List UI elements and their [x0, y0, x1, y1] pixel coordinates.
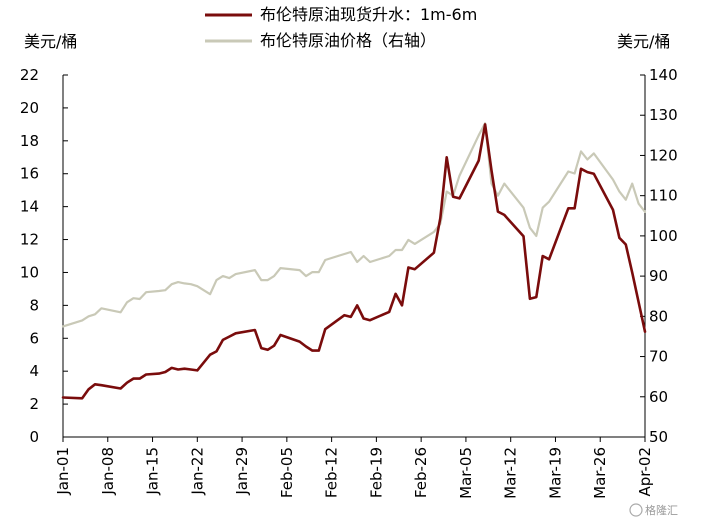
left-tick-label: 2 [29, 395, 39, 413]
right-axis-unit: 美元/桶 [617, 32, 670, 51]
legend-label: 布伦特原油价格（右轴） [260, 31, 436, 50]
watermark: 格隆汇 [629, 503, 678, 517]
brent-price-line [61, 122, 647, 328]
left-tick-label: 6 [29, 329, 39, 347]
left-tick-label: 14 [20, 198, 39, 216]
legend: 布伦特原油现货升水：1m-6m 布伦特原油价格（右轴） [205, 5, 477, 50]
series-layer [61, 122, 647, 400]
right-tick-label: 110 [649, 187, 678, 205]
left-tick-label: 0 [29, 428, 39, 446]
right-tick-label: 70 [649, 348, 668, 366]
left-axis: 0 2 4 6 8 10 12 14 16 18 20 22 [20, 66, 68, 446]
x-tick-label: Feb-26 [412, 447, 430, 498]
left-tick-label: 20 [20, 99, 39, 117]
legend-label: 布伦特原油现货升水：1m-6m [260, 5, 477, 24]
right-tick-label: 60 [649, 388, 668, 406]
left-axis-unit: 美元/桶 [24, 32, 77, 51]
brent-spread-line [61, 123, 647, 400]
left-tick-label: 12 [20, 231, 39, 249]
watermark-text: 格隆汇 [645, 503, 678, 517]
right-axis: 50 60 70 80 90 100 110 120 130 140 [640, 66, 678, 446]
watermark-logo-icon [629, 503, 643, 517]
right-tick-label: 120 [649, 146, 678, 164]
x-tick-label: Feb-19 [367, 447, 385, 498]
right-tick-label: 80 [649, 307, 668, 325]
x-axis: Jan-01 Jan-08 Jan-15 Jan-22 Jan-29 Feb-05 Feb-… [54, 436, 654, 499]
left-tick-label: 4 [29, 362, 39, 380]
x-tick-label: Jan-08 [99, 447, 117, 496]
right-tick-label: 140 [649, 66, 678, 84]
x-tick-label: Jan-15 [144, 447, 162, 496]
x-tick-label: Mar-12 [502, 447, 520, 499]
x-tick-label: Jan-01 [54, 447, 72, 496]
left-tick-label: 16 [20, 165, 39, 183]
x-tick-label: Jan-29 [233, 447, 251, 496]
x-tick-label: Jan-22 [188, 447, 206, 496]
x-tick-label: Mar-19 [546, 447, 564, 499]
right-tick-label: 50 [649, 428, 668, 446]
left-tick-label: 22 [20, 66, 39, 84]
x-tick-label: Apr-02 [636, 447, 654, 497]
x-tick-label: Feb-05 [278, 447, 296, 498]
x-tick-label: Mar-26 [591, 447, 609, 499]
right-tick-label: 100 [649, 227, 678, 245]
left-tick-label: 18 [20, 132, 39, 150]
right-tick-label: 90 [649, 267, 668, 285]
left-tick-label: 10 [20, 263, 39, 281]
x-tick-label: Feb-12 [323, 447, 341, 498]
x-tick-label: Mar-05 [457, 447, 475, 499]
left-tick-label: 8 [29, 296, 39, 314]
right-tick-label: 130 [649, 106, 678, 124]
